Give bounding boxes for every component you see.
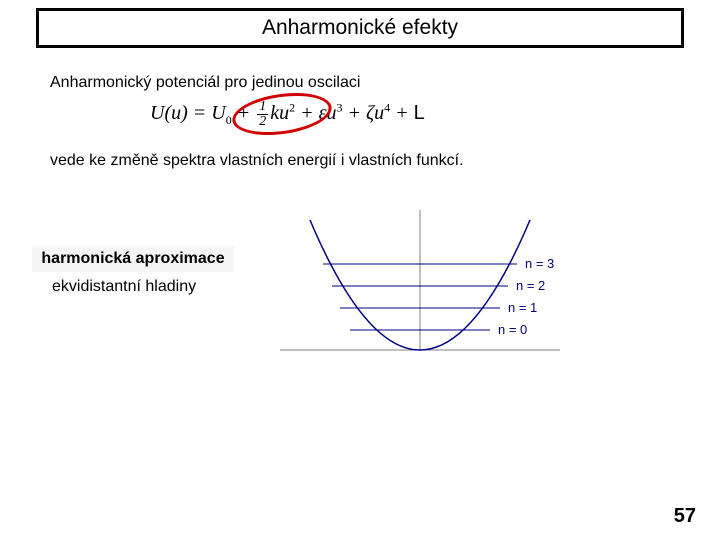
highlight-ellipse (230, 87, 335, 141)
eq-plus4: + (395, 102, 409, 124)
svg-text:n = 1: n = 1 (508, 300, 537, 315)
eq-cu: 3 (337, 100, 343, 114)
svg-text:n = 3: n = 3 (525, 256, 554, 271)
eq-qu: 4 (384, 100, 390, 114)
intro-line: Anharmonický potenciál pro jedinou oscil… (50, 74, 360, 92)
svg-text:n = 0: n = 0 (498, 322, 527, 337)
eq-U0: U (211, 102, 225, 124)
eq-zeta: ζ (366, 102, 374, 124)
eq-U: U (150, 102, 164, 124)
eq-u4: u (374, 102, 384, 124)
eq-rp: ) (181, 102, 188, 124)
approx-title: harmonická aproximace (40, 250, 226, 268)
page-number: 57 (674, 505, 696, 528)
result-line: vede ke změně spektra vlastních energií … (50, 152, 464, 170)
title-box: Anharmonické efekty (36, 8, 684, 48)
harmonic-diagram: n = 0 n = 1 n = 2 n = 3 (260, 200, 580, 370)
eq-plus3: + (348, 102, 362, 124)
approx-subtitle: ekvidistantní hladiny (52, 278, 196, 296)
page-title: Anharmonické efekty (262, 16, 458, 40)
approx-box: harmonická aproximace (32, 246, 234, 272)
eq-eq: = (193, 102, 207, 124)
eq-L: L (414, 102, 425, 124)
svg-text:n = 2: n = 2 (516, 278, 545, 293)
eq-sub0: 0 (226, 113, 232, 127)
eq-u1: u (171, 102, 181, 124)
